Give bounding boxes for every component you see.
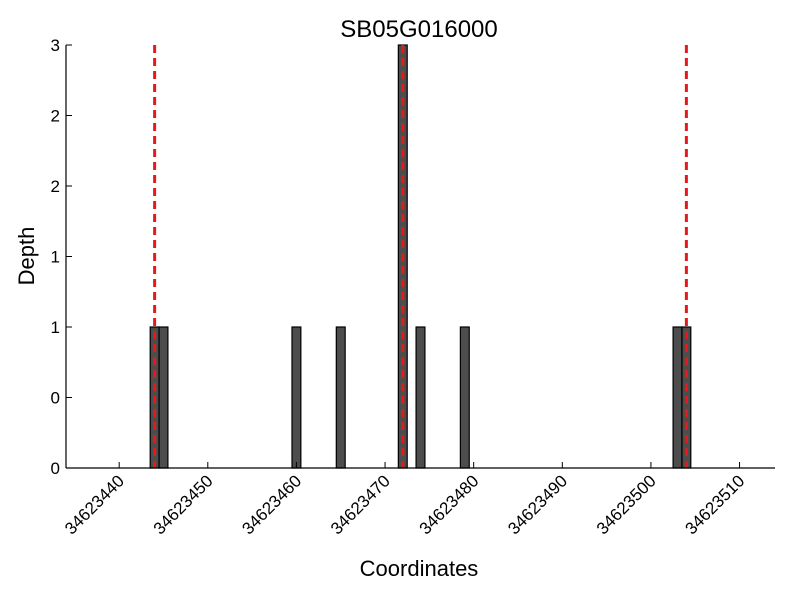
bar-2 xyxy=(291,326,302,469)
bar-7 xyxy=(672,326,683,469)
y-tick-label-6: 3 xyxy=(51,36,60,55)
x-tick-label-5: 34623490 xyxy=(504,471,571,538)
y-axis-label: Depth xyxy=(14,227,39,286)
y-tick-label-2: 1 xyxy=(51,318,60,337)
x-tick-label-2: 34623460 xyxy=(238,471,305,538)
x-tick-label-1: 34623450 xyxy=(150,471,217,538)
bar-6 xyxy=(459,326,470,469)
x-tick-label-4: 34623480 xyxy=(416,471,483,538)
reference-lines-group xyxy=(153,45,688,468)
bar-1 xyxy=(158,326,169,469)
x-axis-label: Coordinates xyxy=(360,556,479,581)
y-tick-label-4: 2 xyxy=(51,177,60,196)
y-tick-label-0: 0 xyxy=(51,459,60,478)
y-tick-label-1: 0 xyxy=(51,389,60,408)
bars-group xyxy=(149,44,692,469)
y-tick-label-5: 2 xyxy=(51,107,60,126)
bar-3 xyxy=(335,326,346,469)
y-tick-label-3: 1 xyxy=(51,248,60,267)
x-tick-label-7: 34623510 xyxy=(681,471,748,538)
bar-5 xyxy=(415,326,426,469)
x-tick-label-0: 34623440 xyxy=(61,471,128,538)
y-ticks-group: 0 0 1 1 2 2 3 xyxy=(51,36,72,478)
x-tick-label-3: 34623470 xyxy=(327,471,394,538)
x-ticks-group: 34623440 34623450 34623460 34623470 34623480… xyxy=(61,462,748,538)
x-tick-label-6: 34623500 xyxy=(593,471,660,538)
chart-title: SB05G016000 xyxy=(340,16,497,43)
